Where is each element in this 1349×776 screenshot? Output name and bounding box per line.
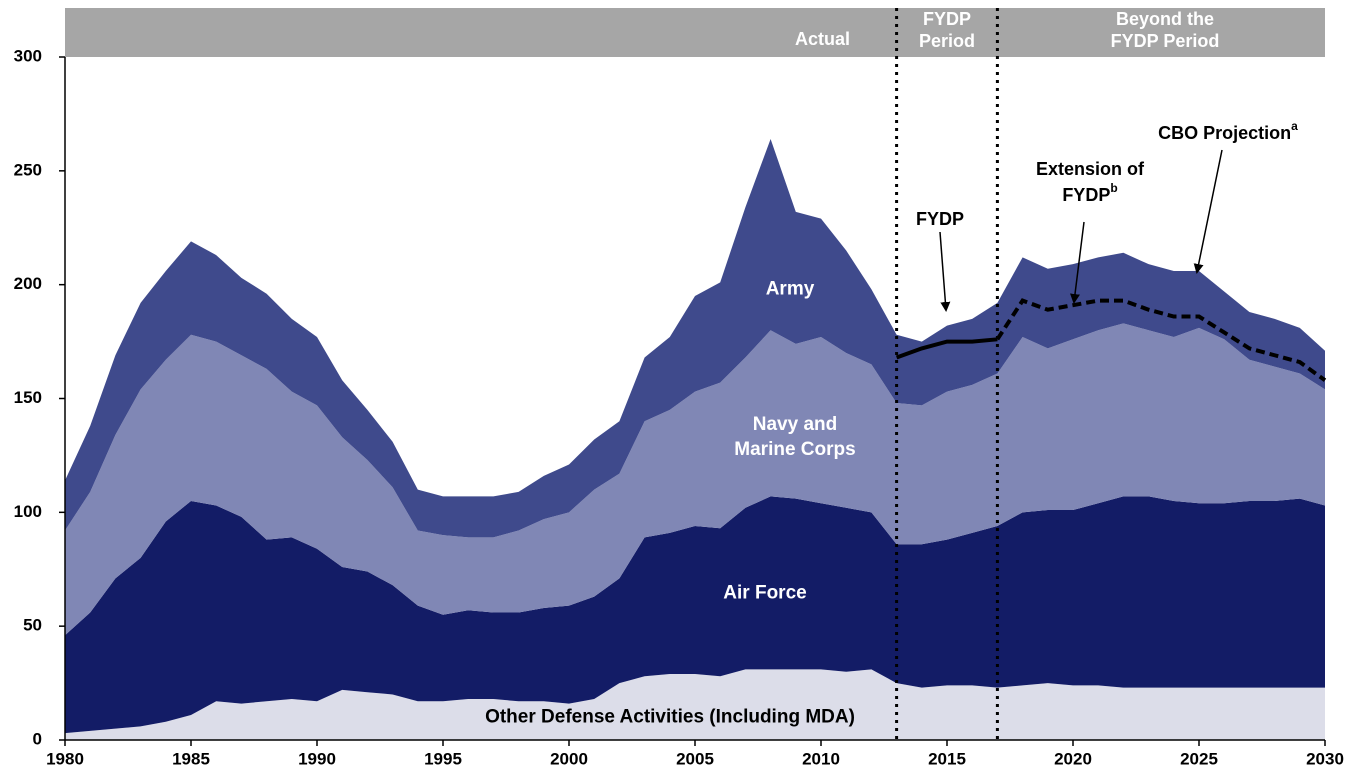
- x-tick-label: 1995: [424, 749, 462, 768]
- area: [65, 138, 1325, 538]
- area-label: Army: [765, 278, 815, 300]
- projection-line: [995, 298, 1327, 382]
- header-label: Beyond the: [1116, 9, 1214, 29]
- arrow: [1070, 221, 1085, 304]
- x-tick-label: 2000: [550, 749, 588, 768]
- x-tick-label: 1985: [172, 749, 210, 768]
- header-label: Actual: [795, 29, 850, 49]
- x-tick-label: 2020: [1054, 749, 1092, 768]
- y-tick-label: 50: [23, 616, 42, 635]
- header-label: FYDP Period: [1111, 31, 1220, 51]
- arrow: [939, 231, 951, 312]
- y-tick-label: 150: [14, 388, 42, 407]
- y-tick-label: 200: [14, 274, 42, 293]
- annotation-line: FYDP: [916, 209, 964, 229]
- header-label: Period: [919, 31, 975, 51]
- annotation: Extension of FYDPb: [1036, 159, 1145, 205]
- y-tick-label: 300: [14, 46, 42, 65]
- annotation-line: CBO Projection: [1158, 123, 1291, 143]
- annotation: CBO Projectiona: [1158, 119, 1298, 143]
- header-label: FYDP: [923, 9, 971, 29]
- arrow: [1193, 149, 1223, 274]
- annotation-line: Extension of: [1036, 159, 1145, 179]
- area-label: Navy and Marine Corps: [734, 414, 856, 460]
- x-tick-label: 2010: [802, 749, 840, 768]
- annotation-note: a: [1291, 119, 1298, 133]
- y-tick-label: 250: [14, 160, 42, 179]
- x-tick-label: 1990: [298, 749, 336, 768]
- y-tick-label: 0: [33, 729, 42, 748]
- area-label: Air Force: [723, 582, 807, 604]
- projection-line: [895, 337, 998, 360]
- x-tick-label: 2030: [1306, 749, 1344, 768]
- x-tick-label: 2015: [928, 749, 966, 768]
- area: [65, 323, 1325, 636]
- annotation-note: b: [1110, 181, 1117, 195]
- area-label: Other Defense Activities (Including MDA): [485, 706, 855, 728]
- x-tick-label: 1980: [46, 749, 84, 768]
- y-tick-label: 100: [14, 502, 42, 521]
- area: [65, 669, 1325, 740]
- area: [65, 496, 1325, 734]
- x-tick-label: 2005: [676, 749, 714, 768]
- x-tick-label: 2025: [1180, 749, 1218, 768]
- annotation-line: FYDP: [1062, 185, 1110, 205]
- header-band: [65, 8, 1325, 57]
- annotation: FYDP: [916, 209, 964, 229]
